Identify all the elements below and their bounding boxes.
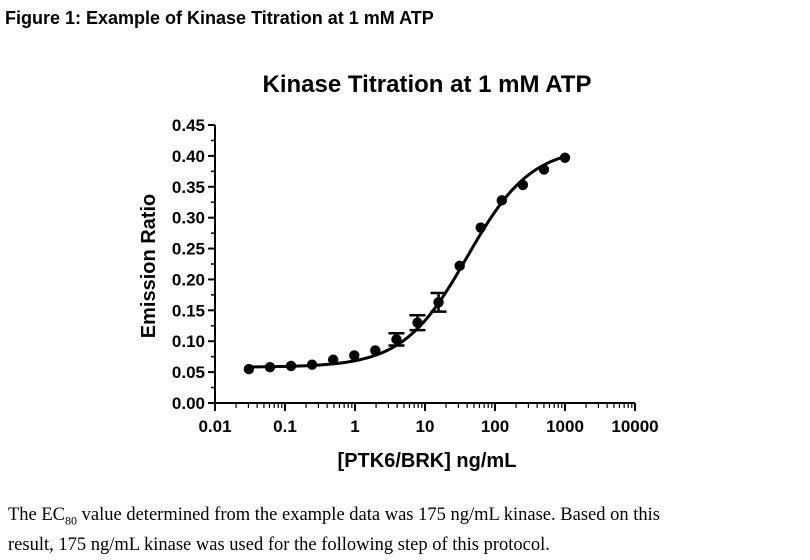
data-point-marker <box>327 354 339 365</box>
data-point-marker <box>496 195 507 206</box>
data-point-marker <box>559 152 571 163</box>
data-point-marker <box>306 359 318 370</box>
kinase-titration-chart: Kinase Titration at 1 mM ATP Emission Ra… <box>138 71 659 472</box>
data-point <box>475 222 486 233</box>
fit-curve-group <box>248 155 566 369</box>
data-point <box>409 314 426 332</box>
data-point <box>349 350 360 361</box>
data-point <box>538 164 550 175</box>
data-point-marker <box>349 350 360 361</box>
data-point <box>306 359 318 370</box>
x-tick-label: 10 <box>416 417 435 436</box>
data-point-marker <box>538 164 550 175</box>
x-tick-label: 0.1 <box>273 417 297 436</box>
caption-line1: value determined from the example data w… <box>77 505 660 525</box>
chart-title: Kinase Titration at 1 mM ATP <box>263 71 592 98</box>
x-tick-label: 1 <box>350 417 359 436</box>
data-point-marker <box>391 334 402 345</box>
y-tick-label: 0.45 <box>172 116 205 135</box>
data-point-marker <box>370 345 381 356</box>
data-point <box>243 363 255 375</box>
data-point-marker <box>454 260 465 272</box>
x-tick-label: 100 <box>481 417 509 436</box>
x-axis-label: [PTK6/BRK] ng/mL <box>338 450 517 472</box>
data-point <box>454 260 465 272</box>
data-point-marker <box>264 361 276 373</box>
caption-ec-subscript: 80 <box>65 513 78 528</box>
y-tick-label: 0.25 <box>172 240 205 259</box>
x-tick-label: 0.01 <box>198 417 231 436</box>
data-point <box>496 195 507 206</box>
y-axis-label: Emission Ratio <box>138 194 160 338</box>
data-points-group <box>243 152 571 375</box>
data-point-marker <box>517 179 529 191</box>
x-tick-label: 10000 <box>611 417 658 436</box>
y-tick-label: 0.05 <box>172 363 205 382</box>
y-tick-label: 0.20 <box>172 270 205 289</box>
y-tick-label: 0.35 <box>172 178 205 197</box>
figure-label: Figure 1: Example of Kinase Titration at… <box>5 8 434 28</box>
caption-line2: result, 175 ng/mL kinase was used for th… <box>8 534 550 555</box>
data-point <box>264 361 276 373</box>
data-point-marker <box>243 363 255 375</box>
x-tick-label: 1000 <box>546 417 584 436</box>
data-point-marker <box>475 222 486 233</box>
y-tick-label: 0.15 <box>172 301 205 320</box>
data-point <box>430 291 447 313</box>
y-tick-label: 0.00 <box>172 394 205 413</box>
data-point-marker <box>412 317 423 328</box>
caption: The EC80 value determined from the examp… <box>8 503 808 557</box>
data-point <box>327 354 339 365</box>
caption-ec-text: The EC <box>8 505 66 525</box>
data-point <box>559 152 571 163</box>
y-tick-label: 0.30 <box>172 209 205 228</box>
data-point <box>517 179 529 191</box>
y-tick-label: 0.40 <box>172 147 205 166</box>
data-point <box>285 360 297 372</box>
data-point <box>370 345 381 356</box>
data-point-marker <box>433 297 444 308</box>
axes: 0.00 0.05 0.10 0.15 0.20 0.25 0.30 0.35 0.40 0.45… <box>172 116 659 436</box>
fit-curve <box>248 155 566 369</box>
data-point-marker <box>285 360 297 372</box>
y-tick-label: 0.10 <box>172 332 205 351</box>
data-point <box>388 331 405 347</box>
